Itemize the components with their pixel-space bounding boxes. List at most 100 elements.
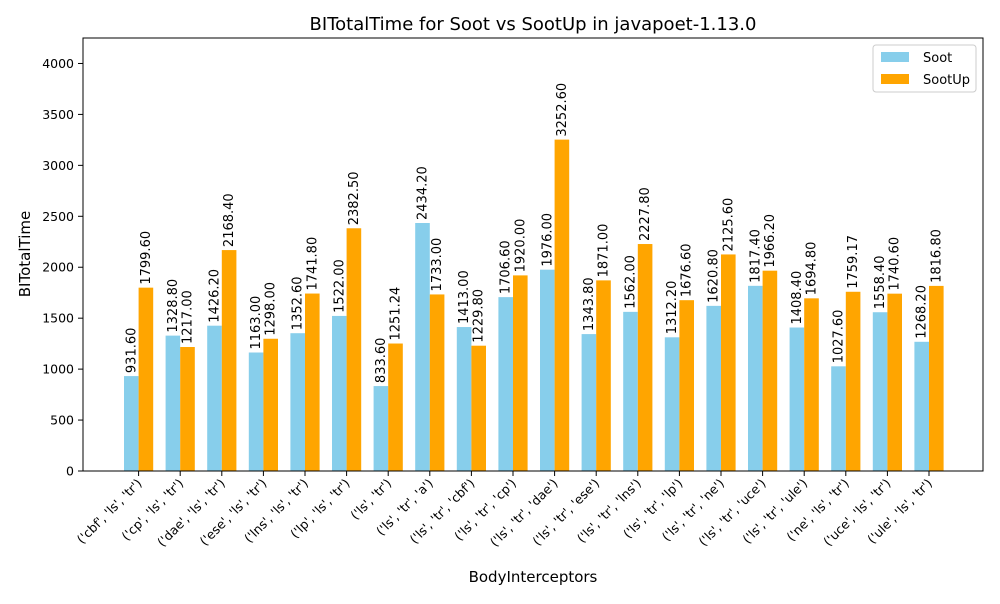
sootup-data-label: 1694.80 <box>805 242 820 296</box>
sootup-bar <box>929 285 944 471</box>
data-labels-layer: 931.60 1328.80 1426.20 1163.00 1352.60 1522.0… <box>124 83 944 383</box>
sootup-data-label: 2168.40 <box>222 193 237 247</box>
soot-data-label: 1620.80 <box>707 249 722 303</box>
sootup-bar <box>263 338 278 471</box>
sootup-data-label: 1816.80 <box>929 229 944 283</box>
soot-data-label: 833.60 <box>374 338 389 384</box>
sootup-bar <box>180 347 195 471</box>
soot-data-label: 1027.60 <box>832 310 847 364</box>
sootup-bar <box>845 291 861 471</box>
soot-bar <box>498 297 513 471</box>
y-tick-label: 3500 <box>42 107 74 122</box>
soot-bar <box>207 325 222 471</box>
sootup-data-label: 3252.60 <box>555 83 570 137</box>
sootup-bar <box>513 275 528 471</box>
soot-data-label: 2434.20 <box>416 166 431 220</box>
soot-bar <box>373 386 389 471</box>
sootup-bar <box>388 343 403 471</box>
soot-bar <box>456 327 472 471</box>
soot-data-label: 931.60 <box>124 328 139 374</box>
sootup-data-label: 1251.24 <box>389 287 404 341</box>
sootup-data-label: 1741.80 <box>305 237 320 291</box>
chart-title: BITotalTime for Soot vs SootUp in javapo… <box>310 14 757 35</box>
soot-data-label: 1163.00 <box>249 296 264 350</box>
soot-bar <box>706 305 721 471</box>
sootup-data-label: 1298.00 <box>264 282 279 336</box>
sootup-bar <box>596 280 611 471</box>
sootup-data-label: 2227.80 <box>638 187 653 241</box>
soot-data-label: 1343.80 <box>582 277 597 331</box>
sootup-data-label: 1759.17 <box>846 235 861 289</box>
plot-frame <box>82 37 984 472</box>
sootup-bar <box>637 244 653 471</box>
y-axis-label: BITotalTime <box>16 211 34 297</box>
soot-data-label: 1976.00 <box>540 213 555 267</box>
sootup-data-label: 1740.60 <box>888 237 903 291</box>
sootup-data-label: 1733.00 <box>430 238 445 292</box>
legend-label-soot: Soot <box>923 51 952 66</box>
soot-data-label: 1413.00 <box>457 270 472 324</box>
soot-bar <box>664 337 680 471</box>
soot-data-label: 1268.20 <box>915 285 930 339</box>
legend-label-sootup: SootUp <box>923 73 970 88</box>
soot-bar <box>789 327 805 471</box>
soot-data-label: 1328.80 <box>166 279 181 333</box>
soot-data-label: 1817.40 <box>748 229 763 283</box>
soot-bar <box>124 376 139 471</box>
soot-bar <box>748 285 763 471</box>
y-axis: 0 500 1000 1500 2000 2500 3000 3500 4000 <box>42 56 83 479</box>
soot-data-label: 1522.00 <box>332 259 347 313</box>
soot-bar <box>872 312 888 471</box>
sootup-bar <box>221 250 237 471</box>
sootup-data-label: 1871.00 <box>597 224 612 278</box>
sootup-data-label: 1920.00 <box>513 219 528 273</box>
legend: Soot SootUp <box>872 44 977 93</box>
sootup-bar <box>887 293 902 471</box>
sootup-data-label: 1217.00 <box>181 290 196 344</box>
sootup-bar <box>804 298 819 471</box>
soot-bar <box>623 311 638 471</box>
soot-bar <box>540 269 555 471</box>
y-tick-label: 1000 <box>42 362 74 377</box>
legend-swatch-sootup <box>881 74 909 84</box>
sootup-data-label: 1229.80 <box>472 289 487 343</box>
soot-data-label: 1352.60 <box>291 276 306 330</box>
soot-data-label: 1408.40 <box>790 271 805 325</box>
sootup-data-label: 2125.60 <box>721 198 736 252</box>
sootup-data-label: 1799.60 <box>139 231 154 285</box>
y-tick-label: 4000 <box>42 56 74 71</box>
soot-data-label: 1562.00 <box>624 255 639 309</box>
x-axis: ('cbf', 'ls', 'tr')('cp', 'ls', 'tr')('d… <box>74 471 935 549</box>
y-tick-label: 2500 <box>42 209 74 224</box>
bars-layer <box>124 139 944 471</box>
soot-data-label: 1312.20 <box>665 281 680 335</box>
sootup-bar <box>721 254 736 471</box>
sootup-bar <box>679 300 694 471</box>
soot-bar <box>248 352 264 471</box>
sootup-bar <box>346 228 362 471</box>
soot-bar <box>332 315 347 471</box>
sootup-data-label: 2382.50 <box>347 171 362 225</box>
y-tick-label: 3000 <box>42 158 74 173</box>
soot-data-label: 1426.20 <box>208 269 223 323</box>
sootup-bar <box>762 270 778 471</box>
y-tick-label: 500 <box>50 413 74 428</box>
y-tick-label: 1500 <box>42 311 74 326</box>
soot-data-label: 1706.60 <box>499 240 514 294</box>
x-axis-label: BodyInterceptors <box>469 568 598 586</box>
soot-bar <box>831 366 846 471</box>
sootup-data-label: 1966.20 <box>763 214 778 268</box>
sootup-data-label: 1676.60 <box>680 243 695 297</box>
legend-swatch-soot <box>881 52 909 62</box>
soot-bar <box>290 333 305 471</box>
sootup-bar <box>471 345 486 471</box>
sootup-bar <box>305 293 320 471</box>
sootup-bar <box>554 139 570 471</box>
soot-bar <box>415 222 430 471</box>
soot-bar <box>581 334 597 471</box>
y-tick-label: 0 <box>66 464 74 479</box>
sootup-bar <box>138 287 154 471</box>
soot-bar <box>165 335 181 471</box>
sootup-bar <box>429 294 445 471</box>
